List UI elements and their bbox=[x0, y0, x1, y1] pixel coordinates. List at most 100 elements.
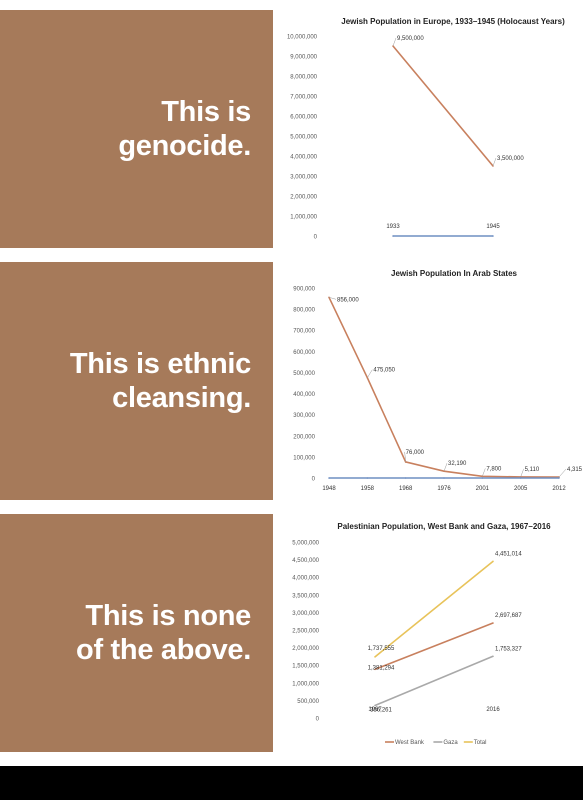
slogan-block: This is genocide. bbox=[0, 10, 273, 248]
panel-ethnic-cleansing: This is ethnic cleansing. Jewish Populat… bbox=[0, 262, 583, 500]
data-label: 2,697,687 bbox=[495, 613, 522, 619]
series-line bbox=[374, 655, 494, 707]
data-label: 1,737,555 bbox=[368, 646, 395, 652]
data-point bbox=[328, 296, 330, 299]
label-leader bbox=[482, 468, 486, 477]
y-tick-label: 5,000,000 bbox=[290, 135, 317, 141]
panel-none-of-the-above: This is none of the above. Palestinian P… bbox=[0, 514, 583, 752]
data-label: 7,800 bbox=[486, 466, 502, 472]
chart-title: Jewish Population In Arab States bbox=[391, 269, 518, 278]
slogan-line-1: This is none bbox=[85, 600, 251, 632]
y-tick-label: 300,000 bbox=[293, 413, 315, 419]
legend-entry: West Bank bbox=[395, 740, 425, 746]
data-point bbox=[443, 477, 445, 479]
series-line bbox=[392, 45, 494, 167]
data-label: 32,190 bbox=[448, 461, 467, 467]
y-tick-label: 1,500,000 bbox=[292, 664, 319, 670]
chart-title: Jewish Population in Europe, 1933–1945 (… bbox=[341, 17, 565, 26]
x-tick-label: 1948 bbox=[322, 486, 336, 492]
x-tick-label: 1933 bbox=[386, 224, 400, 230]
y-tick-label: 8,000,000 bbox=[290, 75, 317, 81]
label-leader bbox=[520, 468, 524, 478]
slogan-line-1: This is ethnic bbox=[69, 348, 251, 380]
data-point bbox=[404, 477, 407, 479]
y-tick-label: 5,000,000 bbox=[292, 541, 319, 547]
label-leader bbox=[558, 468, 567, 478]
label-leader bbox=[392, 37, 397, 47]
y-tick-label: 900,000 bbox=[293, 287, 315, 293]
y-tick-label: 9,000,000 bbox=[290, 55, 317, 61]
x-tick-label: 1945 bbox=[486, 224, 500, 230]
label-leader bbox=[328, 297, 337, 300]
data-point bbox=[492, 622, 494, 624]
x-tick-label: 2005 bbox=[514, 486, 528, 492]
slogan-block: This is ethnic cleansing. bbox=[0, 262, 273, 500]
arab-states-population-chart: Jewish Population In Arab States 0 100,000… bbox=[293, 269, 583, 492]
slogan-text: This is ethnic cleansing. bbox=[70, 347, 251, 415]
legend-entry: Total bbox=[474, 740, 487, 746]
y-tick-label: 2,000,000 bbox=[290, 195, 317, 201]
y-tick-label: 2,000,000 bbox=[292, 646, 319, 652]
data-point bbox=[366, 477, 369, 479]
label-leader bbox=[443, 463, 448, 472]
data-label: 4,451,014 bbox=[495, 551, 522, 557]
y-tick-label: 4,500,000 bbox=[292, 558, 319, 564]
data-point bbox=[374, 656, 376, 658]
y-tick-label: 7,000,000 bbox=[290, 95, 317, 101]
data-label: 9,500,000 bbox=[397, 36, 424, 42]
data-point bbox=[492, 235, 494, 237]
data-label: 856,000 bbox=[337, 297, 359, 303]
data-label: 356,261 bbox=[370, 707, 392, 713]
panel-genocide: This is genocide. Jewish Population in E… bbox=[0, 10, 583, 248]
x-tick-label: 2001 bbox=[476, 486, 490, 492]
slogan-text: This is genocide. bbox=[118, 95, 251, 163]
data-point bbox=[481, 477, 484, 479]
data-point bbox=[519, 477, 522, 479]
data-point bbox=[404, 461, 407, 463]
y-tick-label: 0 bbox=[314, 235, 318, 241]
y-tick-label: 200,000 bbox=[293, 434, 315, 440]
y-tick-label: 1,000,000 bbox=[292, 681, 319, 687]
data-label: 4,315 bbox=[567, 467, 583, 473]
data-label: 1,381,294 bbox=[368, 665, 395, 671]
series-line bbox=[328, 296, 560, 478]
x-tick-label: 2012 bbox=[552, 486, 566, 492]
slogan-line-2: genocide. bbox=[118, 130, 251, 162]
x-tick-label: 2016 bbox=[486, 707, 500, 713]
y-tick-label: 1,000,000 bbox=[290, 215, 317, 221]
series-line bbox=[374, 622, 494, 671]
data-label: 475,050 bbox=[373, 368, 395, 374]
data-point bbox=[374, 668, 376, 671]
data-point bbox=[492, 560, 494, 563]
data-point bbox=[374, 704, 376, 707]
y-tick-label: 500,000 bbox=[297, 699, 319, 705]
y-tick-label: 4,000,000 bbox=[292, 576, 319, 582]
y-tick-label: 2,500,000 bbox=[292, 629, 319, 635]
y-tick-label: 500,000 bbox=[293, 371, 315, 377]
y-tick-label: 4,000,000 bbox=[290, 155, 317, 161]
x-tick-label: 1958 bbox=[361, 486, 375, 492]
series-line bbox=[374, 560, 494, 658]
y-tick-label: 800,000 bbox=[293, 308, 315, 314]
y-tick-label: 3,500,000 bbox=[292, 593, 319, 599]
data-label: 76,000 bbox=[406, 450, 425, 456]
label-leader bbox=[492, 157, 497, 167]
y-tick-label: 0 bbox=[316, 717, 320, 723]
x-tick-label: 1968 bbox=[399, 486, 413, 492]
legend-entry: Gaza bbox=[443, 740, 458, 746]
data-label: 3,500,000 bbox=[497, 156, 524, 162]
slogan-line-2: of the above. bbox=[76, 634, 251, 666]
y-tick-label: 3,000,000 bbox=[292, 611, 319, 617]
y-tick-label: 0 bbox=[312, 477, 316, 483]
palestinian-population-chart: Palestinian Population, West Bank and Ga… bbox=[292, 522, 551, 746]
data-point bbox=[392, 235, 394, 237]
y-tick-label: 6,000,000 bbox=[290, 115, 317, 121]
data-point bbox=[492, 655, 494, 658]
slogan-text: This is none of the above. bbox=[76, 599, 251, 667]
x-tick-label: 1967 bbox=[368, 707, 382, 713]
y-tick-label: 100,000 bbox=[293, 455, 315, 461]
y-tick-label: 700,000 bbox=[293, 329, 315, 335]
data-label: 5,110 bbox=[525, 467, 540, 473]
label-leader bbox=[367, 369, 373, 378]
chart-title: Palestinian Population, West Bank and Ga… bbox=[337, 522, 551, 531]
